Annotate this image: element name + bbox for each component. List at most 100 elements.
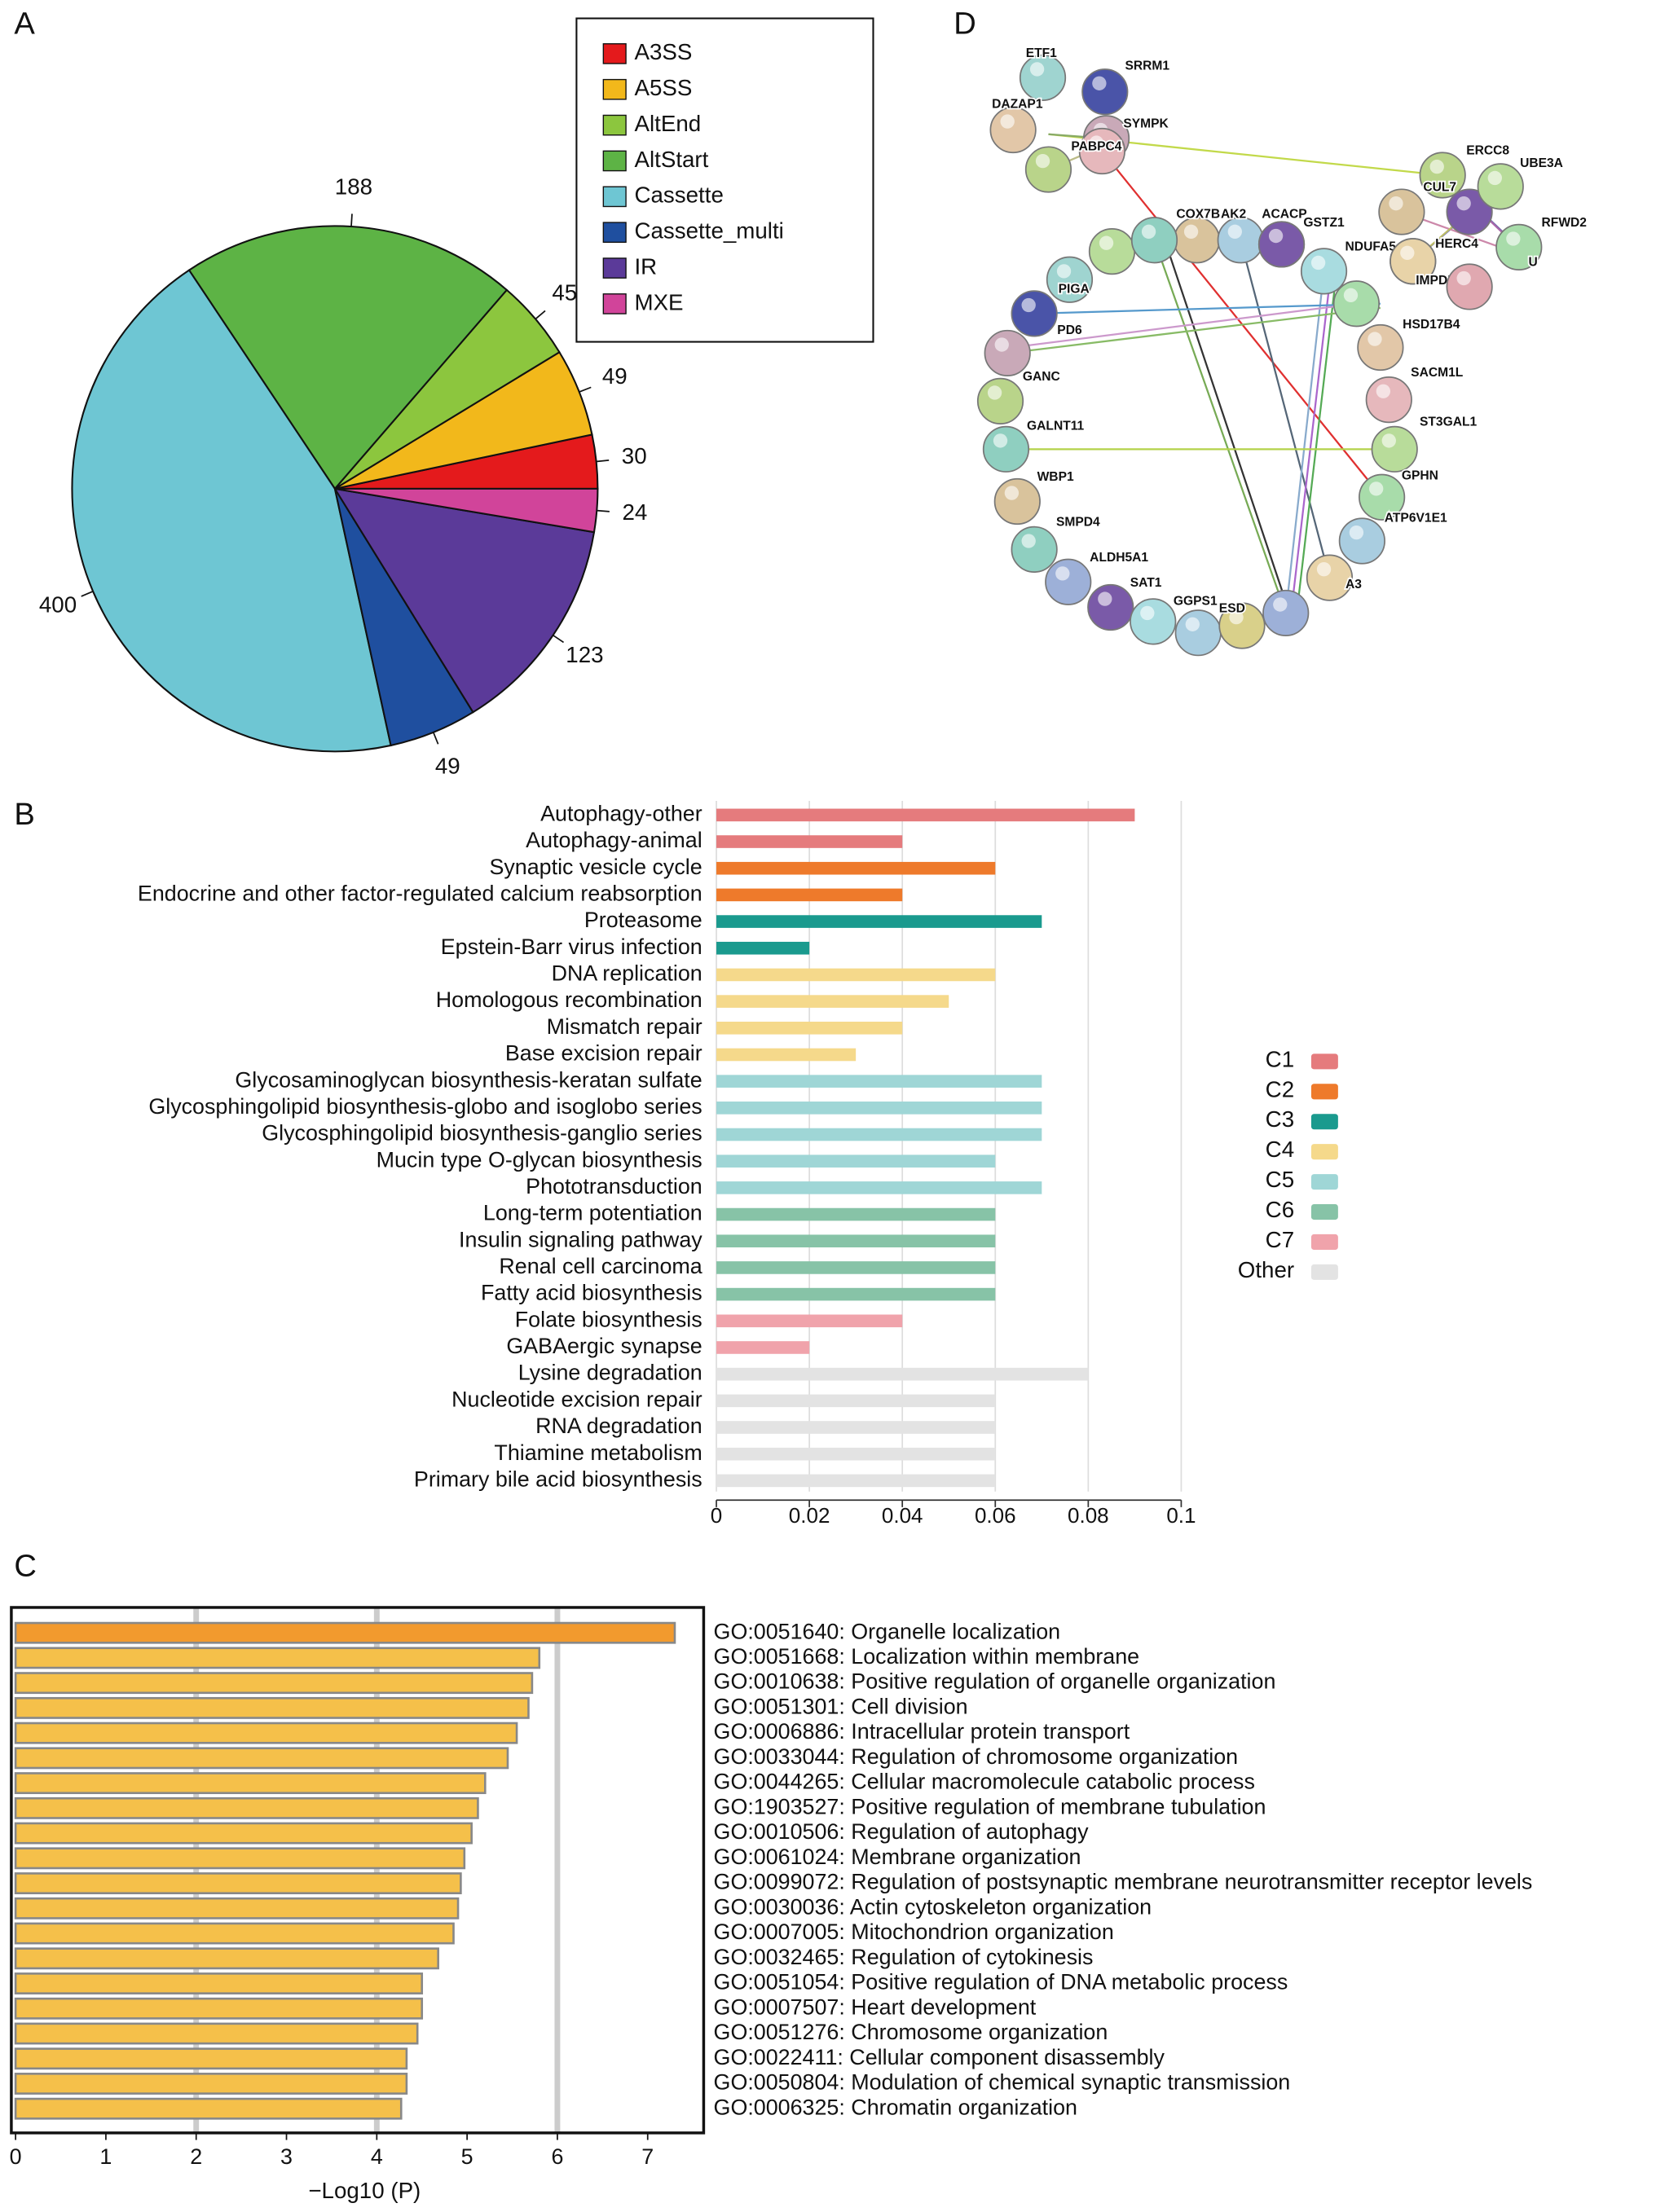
category-label: GO:0051276: Chromosome organization	[714, 2020, 1108, 2044]
bar	[716, 1154, 996, 1168]
node-highlight	[1098, 591, 1112, 606]
node-highlight	[1035, 153, 1050, 169]
x-tick-label: 0	[711, 1503, 722, 1528]
x-tick-label: 0.02	[789, 1503, 830, 1528]
panel-letter: B	[14, 797, 34, 832]
node-highlight	[1089, 135, 1104, 150]
edge	[1034, 302, 1381, 315]
category-label: Mismatch repair	[547, 1014, 702, 1039]
bar	[716, 1048, 857, 1062]
category-label: GO:0051668: Localization within membrane	[714, 1644, 1140, 1669]
legend-swatch	[1310, 1174, 1338, 1190]
bar	[716, 808, 1135, 822]
edge	[1153, 240, 1287, 613]
edge	[1165, 242, 1290, 611]
node-label: UBE3A	[1520, 156, 1563, 170]
legend-swatch	[602, 293, 627, 314]
slice-label: 49	[602, 363, 628, 389]
bar	[14, 1772, 487, 1795]
node-label: ST3GAL1	[1420, 416, 1478, 429]
slice-label: 49	[435, 754, 460, 779]
category-label: GO:0050804: Modulation of chemical synap…	[714, 2070, 1291, 2095]
bar	[716, 1474, 996, 1488]
category-label: GO:0051301: Cell division	[714, 1694, 968, 1718]
category-label: GO:0006325: Chromatin organization	[714, 2095, 1077, 2119]
node	[1257, 221, 1306, 268]
node-highlight	[1268, 228, 1284, 244]
node-label: GGPS1	[1174, 595, 1218, 609]
node	[1130, 598, 1177, 645]
x-tick-label: 0.06	[975, 1503, 1016, 1528]
category-label: DNA replication	[552, 961, 702, 986]
node-highlight	[1099, 235, 1114, 250]
node-label: SRRM1	[1125, 59, 1170, 73]
legend-swatch	[602, 150, 627, 172]
node-label: CUL7	[1423, 181, 1456, 195]
node-highlight	[1021, 534, 1036, 548]
node-highlight	[1310, 255, 1326, 270]
bar	[716, 1367, 1089, 1381]
bar	[14, 1972, 424, 1994]
category-label: GO:0010638: Positive regulation of organ…	[714, 1669, 1276, 1694]
category-label: Homologous recombination	[436, 987, 702, 1012]
node	[976, 377, 1024, 424]
legend-label: C5	[1266, 1167, 1294, 1192]
bar	[716, 1421, 996, 1434]
x-tick-label: 5	[461, 2144, 473, 2169]
legend-swatch	[1310, 1144, 1338, 1160]
category-label: Phototransduction	[526, 1174, 702, 1198]
node-highlight	[1381, 433, 1396, 448]
legend-swatch	[1310, 1084, 1338, 1100]
bar	[716, 1394, 996, 1408]
legend-swatch	[1310, 1053, 1338, 1070]
node	[1081, 68, 1129, 116]
node-label: SAT1	[1130, 576, 1162, 590]
category-label: Long-term potentiation	[483, 1201, 702, 1225]
bar	[716, 1181, 1042, 1194]
node-highlight	[1021, 297, 1036, 313]
panel-letter: C	[14, 1549, 37, 1584]
x-tick-label: 0.1	[1166, 1503, 1196, 1528]
slice-label: 45	[552, 280, 577, 306]
node-label: DAZAP1	[992, 97, 1043, 111]
legend-label: AltEnd	[634, 111, 701, 136]
bar	[716, 1314, 903, 1328]
node-label: A3	[1346, 578, 1362, 591]
legend-swatch	[602, 257, 627, 279]
bar	[14, 2022, 419, 2045]
category-label: Epstein-Barr virus infection	[441, 934, 702, 959]
node	[982, 425, 1030, 473]
bar	[716, 1287, 996, 1301]
edge	[1290, 270, 1332, 611]
panel-letter: A	[14, 6, 35, 41]
bar	[716, 835, 903, 848]
legend-label: C3	[1266, 1106, 1294, 1132]
label-tick	[597, 509, 610, 512]
node-label: SMPD4	[1056, 516, 1100, 530]
category-label: Lysine degradation	[518, 1361, 702, 1385]
bar	[14, 1647, 541, 1669]
node-label: ETF1	[1026, 46, 1057, 60]
node-highlight	[1227, 224, 1242, 239]
bar	[716, 861, 996, 875]
category-label: GO:0030036: Actin cytoskeleton organizat…	[714, 1894, 1152, 1919]
edge	[1011, 302, 1357, 349]
bar	[14, 1922, 455, 1945]
bar	[14, 1722, 518, 1744]
category-label: GO:0051054: Positive regulation of DNA m…	[714, 1970, 1288, 1994]
node-highlight	[1343, 288, 1359, 303]
node	[1332, 280, 1381, 328]
node	[1371, 425, 1418, 473]
bar	[716, 1261, 996, 1274]
bar	[14, 2073, 408, 2095]
category-label: GO:0033044: Regulation of chromosome org…	[714, 1744, 1239, 1769]
node-highlight	[1368, 332, 1382, 346]
x-axis-label: −Log10 (P)	[308, 2178, 421, 2203]
plot-frame	[10, 1606, 706, 2135]
category-label: Nucleotide excision repair	[451, 1387, 702, 1411]
node-highlight	[1229, 609, 1244, 625]
category-label: Renal cell carcinoma	[499, 1254, 702, 1278]
slice-label: 30	[622, 443, 647, 468]
pie-slice	[333, 487, 596, 714]
